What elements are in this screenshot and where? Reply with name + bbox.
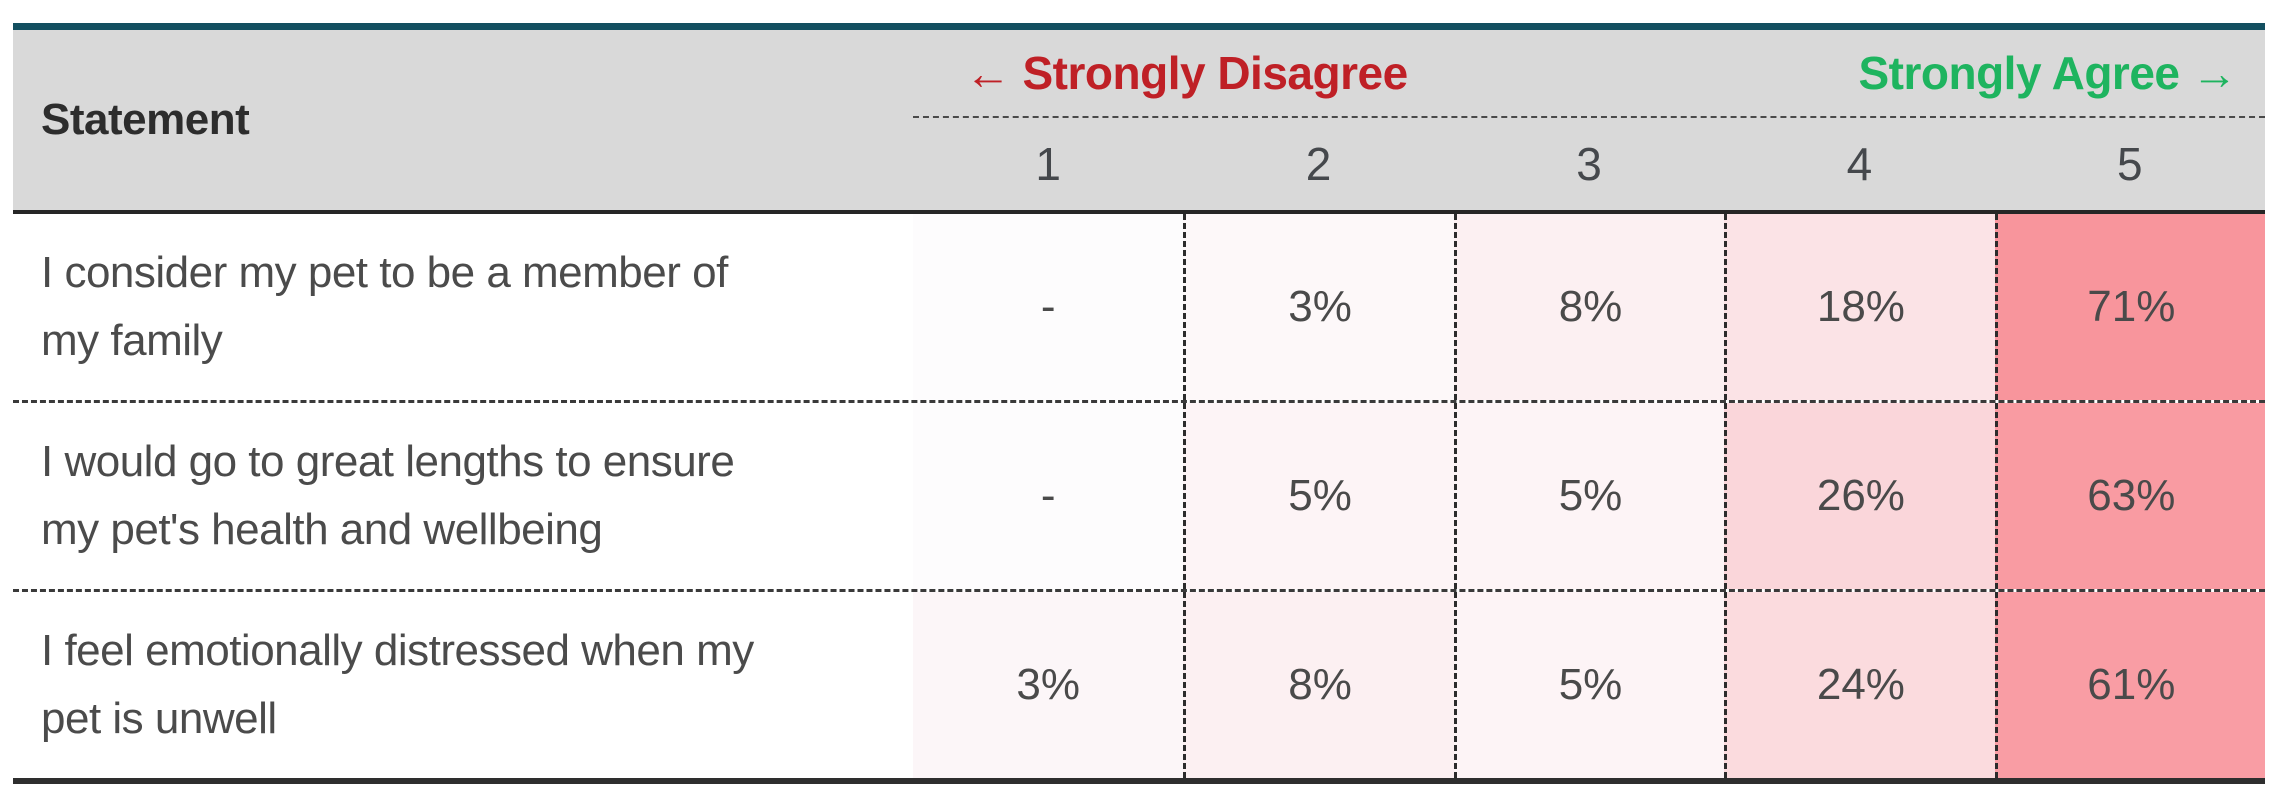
scale-number-4: 4 [1846,138,1873,190]
statement-cell: I consider my pet to be a member of my f… [13,214,913,400]
value-cell: 71% [1994,214,2265,400]
value-cell: 5% [1183,403,1454,589]
value-cell: 61% [1994,592,2265,778]
scale-number-3: 3 [1576,138,1602,190]
value-cell: 3% [913,592,1184,778]
value-cell: 26% [1724,403,1995,589]
table-top-accent-bar [13,23,2265,30]
statement-line: my pet's health and wellbeing [41,505,603,554]
value-cell: 24% [1724,592,1995,778]
value-cell: 3% [1183,214,1454,400]
statement-column-header: Statement [41,95,250,144]
right-arrow-icon: → [2191,47,2238,99]
scale-divider-line [913,116,2265,118]
table-header: Statement ← Strongly Disagree Strongly Ag… [13,30,2265,210]
statement-line: I consider my pet to be a member of [41,248,728,297]
strongly-agree-text: Strongly Agree [1858,47,2180,99]
value-cell: 63% [1994,403,2265,589]
left-arrow-icon: ← [965,47,1011,99]
scale-labels-row: ← Strongly Disagree Strongly Agree → [913,30,2265,116]
statement-line: pet is unwell [41,694,277,743]
value-cell: - [913,214,1184,400]
value-cell: 5% [1453,403,1725,589]
value-cell: - [913,403,1184,589]
scale-number-5: 5 [2116,138,2143,190]
strongly-disagree-label: ← Strongly Disagree [959,46,1414,100]
table-row: I would go to great lengths to ensure my… [13,400,2265,589]
table-row: I feel emotionally distressed when my pe… [13,589,2265,778]
statement-line: I would go to great lengths to ensure [41,437,735,486]
statement-cell: I feel emotionally distressed when my pe… [13,592,913,778]
scale-number-1: 1 [1035,138,1061,190]
strongly-disagree-text: Strongly Disagree [1022,47,1409,99]
statement-line: my family [41,316,223,365]
value-cell: 5% [1453,592,1725,778]
table-body: I consider my pet to be a member of my f… [13,210,2265,784]
value-cell: 18% [1724,214,1995,400]
scale-number-2: 2 [1305,138,1332,190]
strongly-agree-label: Strongly Agree → [1852,46,2243,100]
scale-header: ← Strongly Disagree Strongly Agree → 1 2 3… [913,30,2265,210]
table-row: I consider my pet to be a member of my f… [13,214,2265,400]
scale-numbers-row: 1 2 3 4 5 [913,118,2265,210]
value-cell: 8% [1183,592,1454,778]
statement-cell: I would go to great lengths to ensure my… [13,403,913,589]
statement-line: I feel emotionally distressed when my [41,626,754,675]
value-cell: 8% [1453,214,1725,400]
likert-heatmap-table: Statement ← Strongly Disagree Strongly Ag… [13,23,2265,784]
